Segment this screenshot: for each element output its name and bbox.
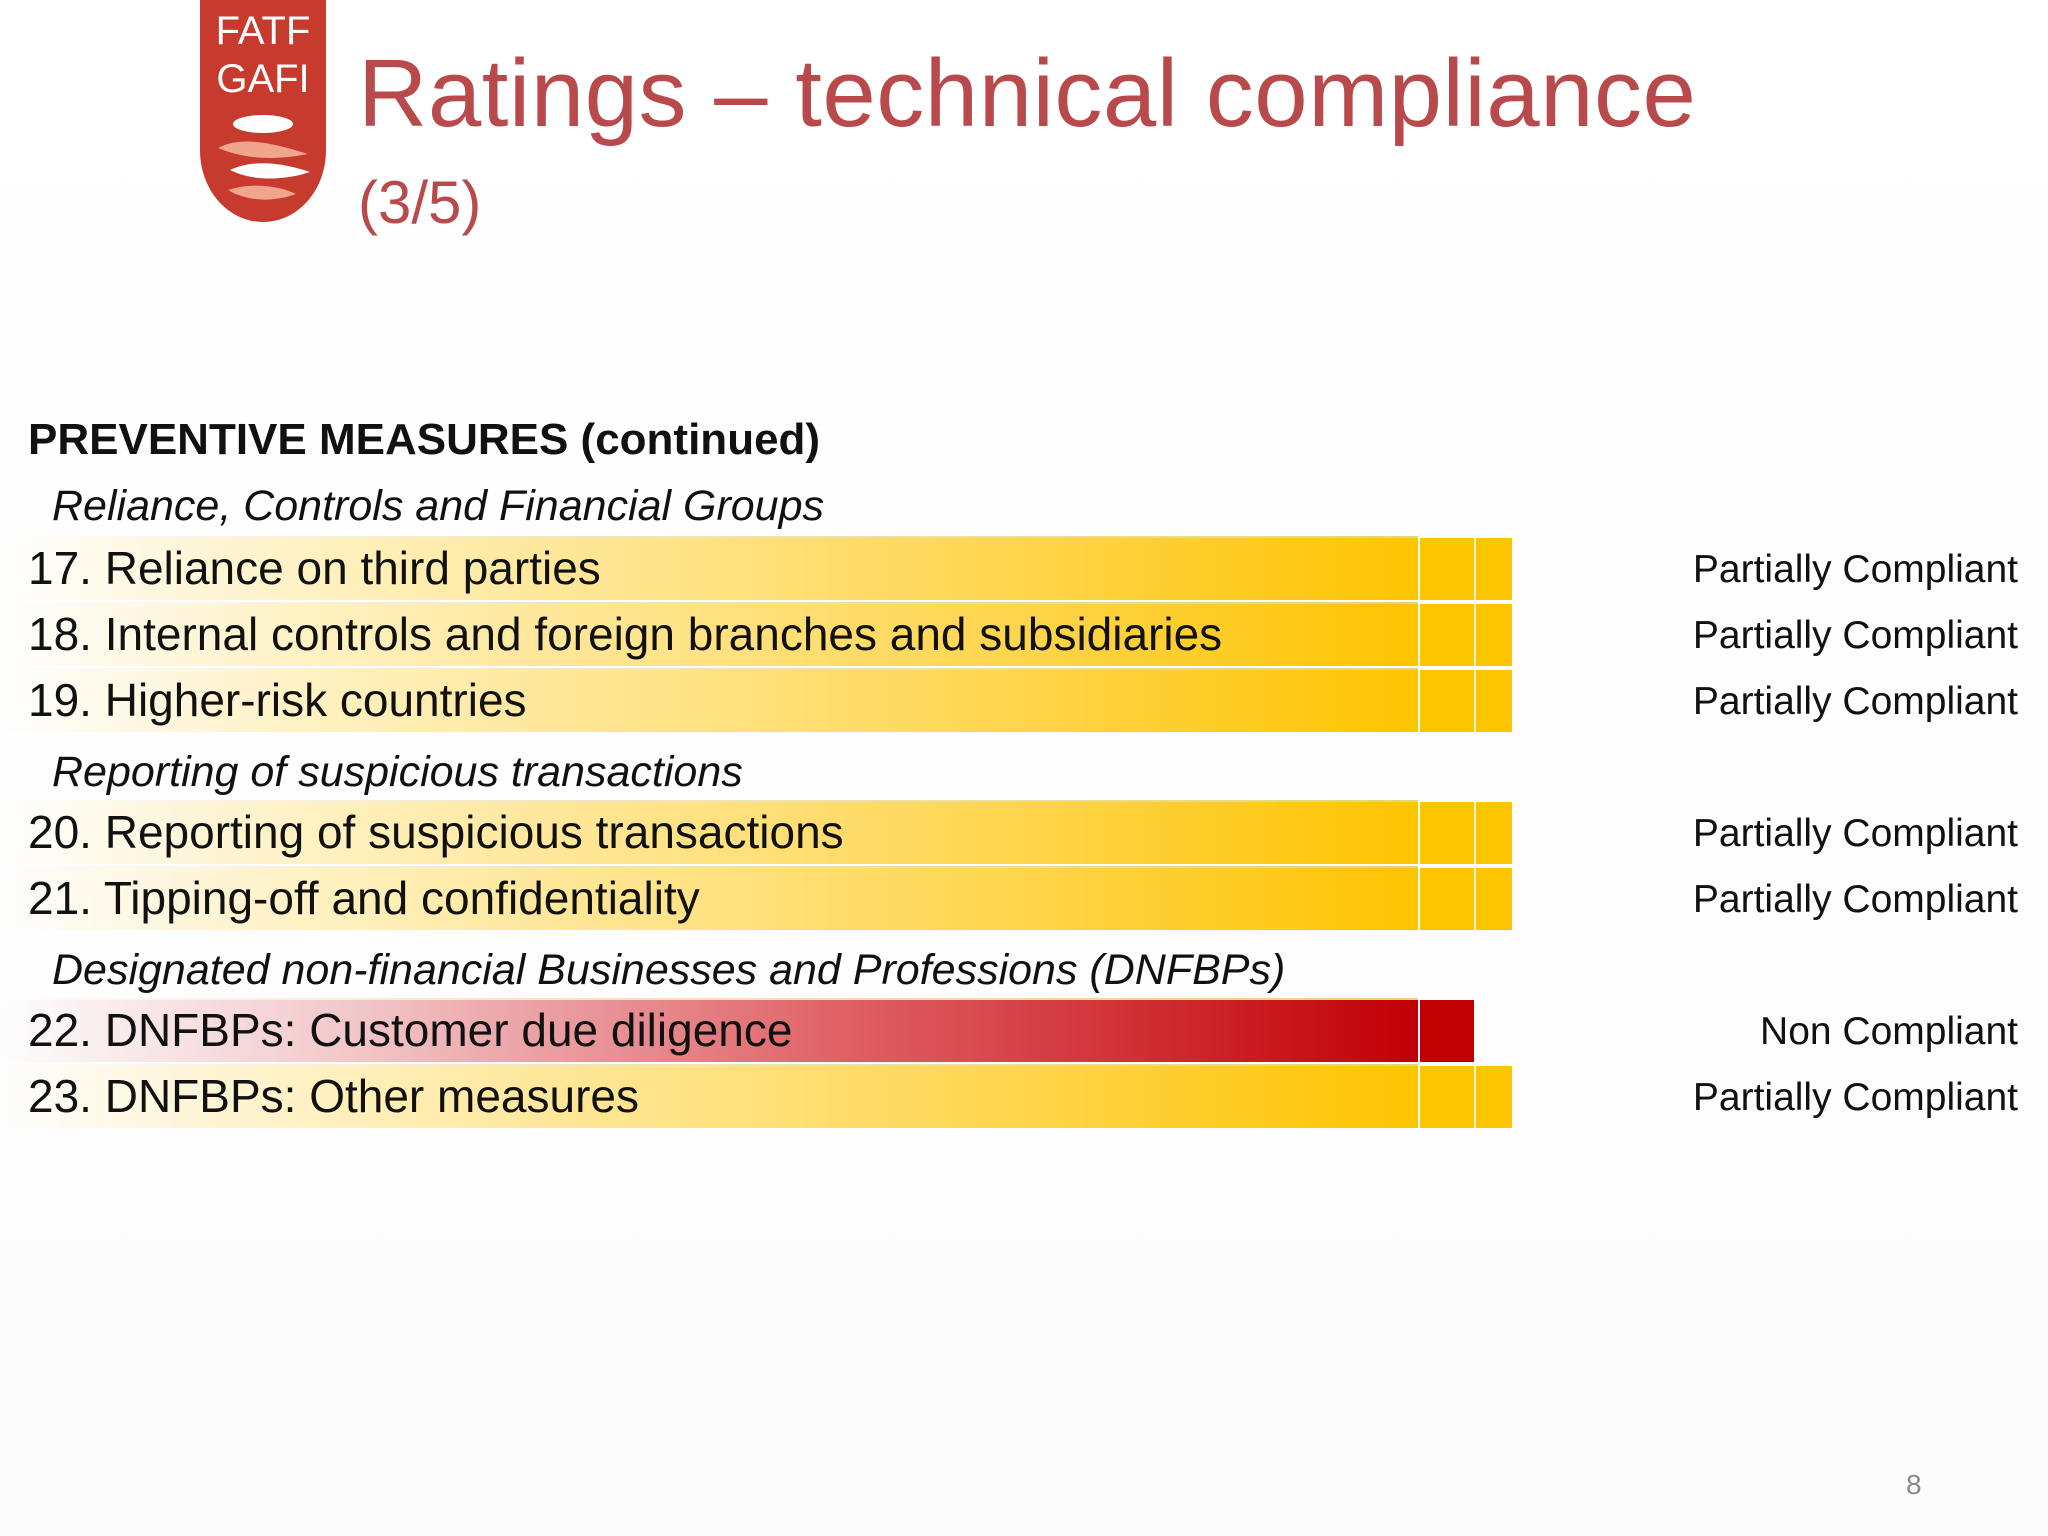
rating-bar (0, 670, 1418, 732)
logo-line1: FATF (216, 9, 311, 53)
bar-top-line (0, 1064, 1418, 1066)
row-rating: Partially Compliant (1692, 548, 2018, 591)
segment-divider (1474, 604, 1476, 666)
row-label: 22. DNFBPs: Customer due diligence (28, 1004, 793, 1056)
rating-bar (0, 538, 1418, 600)
row-rating: Non Compliant (1760, 1010, 2018, 1053)
row-rating: Partially Compliant (1692, 1076, 2018, 1119)
bar-top-line (0, 668, 1418, 670)
rating-segment (1476, 670, 1512, 732)
rating-segment (1420, 802, 1474, 864)
rating-row-18: 18. Internal controls and foreign branch… (0, 602, 2048, 666)
row-label: 18. Internal controls and foreign branch… (28, 608, 1223, 660)
row-rating: Partially Compliant (1692, 614, 2018, 657)
rating-bar (0, 802, 1418, 864)
slide-title: Ratings – technical compliance (358, 40, 1697, 147)
segment-divider (1474, 868, 1476, 930)
subheading-reporting: Reporting of suspicious transactions (52, 748, 743, 796)
segment-divider (1474, 802, 1476, 864)
rating-row-22: 22. DNFBPs: Customer due diligence Non C… (0, 998, 2048, 1062)
fatf-gafi-logo: FATF GAFI (200, 0, 326, 222)
segment-divider (1474, 1066, 1476, 1128)
rating-segment (1476, 604, 1512, 666)
rating-bar (0, 868, 1418, 930)
slide-subtitle: (3/5) (358, 169, 482, 236)
rating-segment (1420, 538, 1474, 600)
rating-row-19: 19. Higher-risk countries Partially Comp… (0, 668, 2048, 732)
rating-segment (1476, 868, 1512, 930)
page-number: 8 (1906, 1469, 1922, 1500)
row-rating: Partially Compliant (1692, 680, 2018, 723)
rating-row-23: 23. DNFBPs: Other measures Partially Com… (0, 1064, 2048, 1128)
row-label: 20. Reporting of suspicious transactions (28, 806, 844, 858)
bar-top-line (0, 800, 1418, 802)
rating-row-17: 17. Reliance on third parties Partially … (0, 536, 2048, 600)
rating-segment (1420, 604, 1474, 666)
row-label: 21. Tipping-off and confidentiality (28, 872, 700, 924)
rating-bar (0, 1000, 1418, 1062)
row-rating: Partially Compliant (1692, 812, 2018, 855)
rating-segment (1476, 1066, 1512, 1128)
rating-segment (1420, 1066, 1474, 1128)
segment-divider (1474, 670, 1476, 732)
row-label: 19. Higher-risk countries (28, 674, 527, 726)
bar-top-line (0, 536, 1418, 538)
rating-segment (1420, 670, 1474, 732)
bar-top-line (0, 866, 1418, 868)
rating-bar (0, 1066, 1418, 1128)
row-label: 23. DNFBPs: Other measures (28, 1070, 639, 1122)
rating-bar (0, 604, 1418, 666)
subheading-reliance: Reliance, Controls and Financial Groups (52, 482, 825, 530)
section-header: PREVENTIVE MEASURES (continued) (28, 415, 821, 464)
rating-segment (1476, 802, 1512, 864)
rating-row-20: 20. Reporting of suspicious transactions… (0, 800, 2048, 864)
rating-row-21: 21. Tipping-off and confidentiality Part… (0, 866, 2048, 930)
segment-divider (1474, 538, 1476, 600)
logo-line2: GAFI (216, 57, 309, 101)
bar-top-line (0, 998, 1418, 1000)
bar-top-line (0, 602, 1418, 604)
rating-segment (1420, 868, 1474, 930)
rating-segment (1476, 538, 1512, 600)
subheading-dnfbp: Designated non-financial Businesses and … (52, 946, 1286, 994)
row-rating: Partially Compliant (1692, 878, 2018, 921)
row-label: 17. Reliance on third parties (28, 542, 601, 594)
rating-segment (1420, 1000, 1474, 1062)
